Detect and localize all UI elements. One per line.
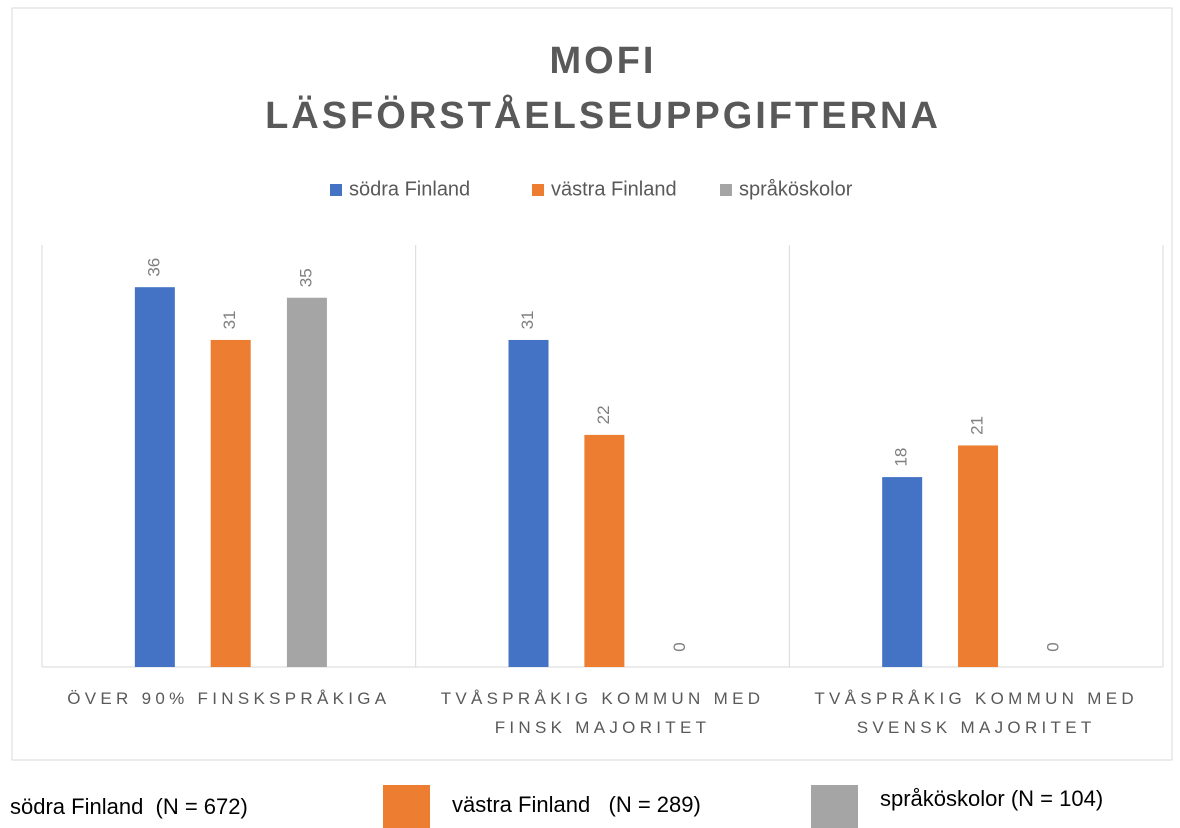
bar bbox=[584, 434, 625, 667]
value-label: 35 bbox=[296, 268, 315, 287]
value-label: 31 bbox=[220, 310, 239, 329]
chart-title: MOFI LÄSFÖRSTÅELSEUPPGIFTERNA bbox=[265, 40, 941, 137]
footer-legend-label: språköskolor (N = 104) bbox=[880, 786, 1103, 811]
x-tick-label: ÖVER 90% FINSKSPRÅKIGA bbox=[67, 689, 391, 708]
bar bbox=[134, 287, 175, 667]
footer-legend-label: västra Finland (N = 289) bbox=[452, 792, 701, 817]
legend-label: språköskolor bbox=[739, 178, 853, 200]
footer-swatch bbox=[811, 785, 858, 828]
value-label: 22 bbox=[594, 405, 613, 424]
legend-label: västra Finland bbox=[551, 178, 677, 200]
bar bbox=[882, 477, 923, 667]
legend-swatch bbox=[720, 184, 732, 196]
footer-swatch bbox=[383, 785, 430, 828]
value-label: 31 bbox=[518, 310, 537, 329]
bar bbox=[286, 297, 327, 667]
value-label: 36 bbox=[144, 258, 163, 277]
value-label: 0 bbox=[1044, 642, 1063, 651]
legend-swatch bbox=[532, 184, 544, 196]
value-label: 0 bbox=[670, 642, 689, 651]
bar bbox=[210, 339, 251, 667]
bar bbox=[958, 445, 999, 667]
footer-legend-label: södra Finland (N = 672) bbox=[10, 794, 248, 819]
x-tick-label: TVÅSPRÅKIG KOMMUN MED SVENSK MAJORITET bbox=[814, 689, 1138, 737]
value-label: 18 bbox=[892, 448, 911, 467]
bar bbox=[508, 339, 549, 667]
legend-swatch bbox=[330, 184, 342, 196]
legend-label: södra Finland bbox=[349, 178, 470, 200]
x-tick-label: TVÅSPRÅKIG KOMMUN MED FINSK MAJORITET bbox=[440, 689, 765, 737]
value-label: 21 bbox=[968, 416, 987, 435]
